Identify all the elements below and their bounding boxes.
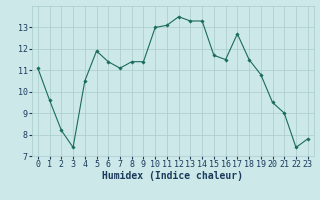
X-axis label: Humidex (Indice chaleur): Humidex (Indice chaleur) bbox=[102, 171, 243, 181]
